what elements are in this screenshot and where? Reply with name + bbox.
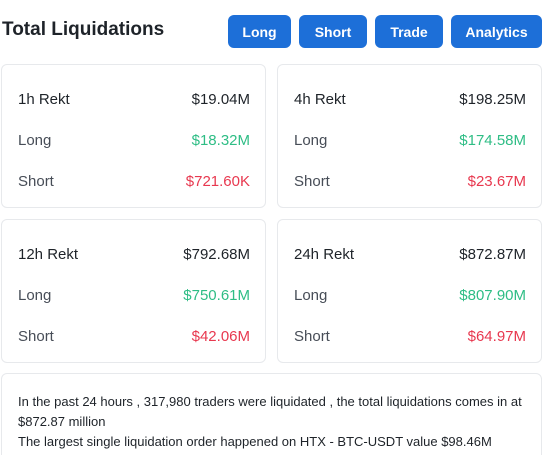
long-label: Long: [18, 131, 52, 149]
page-title: Total Liquidations: [2, 19, 165, 40]
card-header-row: 24h Rekt $872.87M: [294, 243, 526, 265]
short-button[interactable]: Short: [299, 15, 367, 48]
card-header-row: 1h Rekt $19.04M: [18, 88, 250, 110]
short-value: $23.67M: [467, 172, 526, 190]
long-label: Long: [294, 286, 328, 304]
card-4h-rekt: 4h Rekt $198.25M Long $174.58M Short $23…: [277, 64, 542, 208]
summary-line-1: In the past 24 hours , 317,980 traders w…: [18, 394, 522, 429]
short-row: Short $721.60K: [18, 170, 250, 192]
short-label: Short: [18, 327, 54, 345]
total-value: $872.87M: [459, 245, 526, 263]
short-label: Short: [294, 327, 330, 345]
long-value: $750.61M: [183, 286, 250, 304]
long-label: Long: [18, 286, 52, 304]
period-label: 12h Rekt: [18, 245, 79, 263]
period-label: 4h Rekt: [294, 90, 346, 108]
card-24h-rekt: 24h Rekt $872.87M Long $807.90M Short $6…: [277, 219, 542, 363]
long-value: $174.58M: [459, 131, 526, 149]
short-row: Short $23.67M: [294, 170, 526, 192]
short-value: $64.97M: [467, 327, 526, 345]
period-label: 24h Rekt: [294, 245, 355, 263]
summary-line-2: The largest single liquidation order hap…: [18, 434, 492, 449]
analytics-button[interactable]: Analytics: [451, 15, 542, 48]
short-label: Short: [294, 172, 330, 190]
total-value: $198.25M: [459, 90, 526, 108]
total-value: $792.68M: [183, 245, 250, 263]
card-header-row: 4h Rekt $198.25M: [294, 88, 526, 110]
liquidation-summary: In the past 24 hours , 317,980 traders w…: [1, 373, 542, 455]
card-header-row: 12h Rekt $792.68M: [18, 243, 250, 265]
short-row: Short $42.06M: [18, 325, 250, 347]
long-value: $807.90M: [459, 286, 526, 304]
long-label: Long: [294, 131, 328, 149]
long-button[interactable]: Long: [228, 15, 291, 48]
trade-button[interactable]: Trade: [375, 15, 443, 48]
short-row: Short $64.97M: [294, 325, 526, 347]
short-value: $42.06M: [191, 327, 250, 345]
short-value: $721.60K: [185, 172, 250, 190]
period-label: 1h Rekt: [18, 90, 70, 108]
long-row: Long $18.32M: [18, 129, 250, 151]
short-label: Short: [18, 172, 54, 190]
card-12h-rekt: 12h Rekt $792.68M Long $750.61M Short $4…: [1, 219, 266, 363]
card-1h-rekt: 1h Rekt $19.04M Long $18.32M Short $721.…: [1, 64, 266, 208]
long-row: Long $807.90M: [294, 284, 526, 306]
long-row: Long $750.61M: [18, 284, 250, 306]
header: Total Liquidations Long Short Trade Anal…: [0, 0, 547, 62]
long-value: $18.32M: [191, 131, 250, 149]
long-row: Long $174.58M: [294, 129, 526, 151]
total-value: $19.04M: [191, 90, 250, 108]
